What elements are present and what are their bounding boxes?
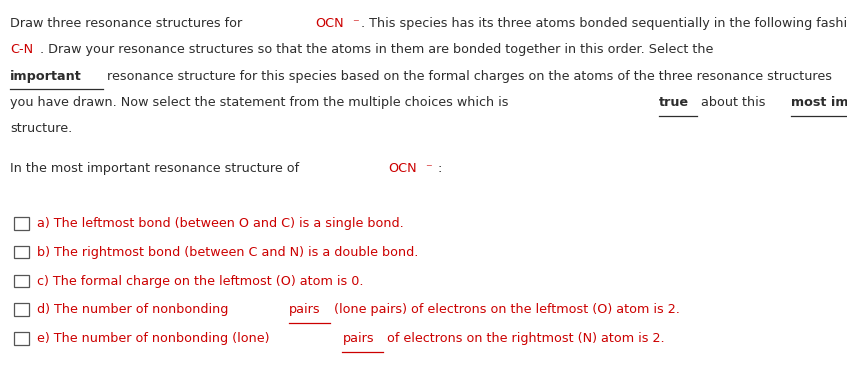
Text: about this: about this <box>697 96 770 109</box>
Text: :: : <box>434 162 442 175</box>
Text: structure.: structure. <box>10 122 72 135</box>
Bar <box>14 217 29 230</box>
Text: C-N: C-N <box>10 43 33 56</box>
Text: c) The formal charge on the leftmost (O) atom is 0.: c) The formal charge on the leftmost (O)… <box>37 275 363 288</box>
Bar <box>14 246 29 258</box>
Bar <box>14 303 29 316</box>
Text: . This species has its three atoms bonded sequentially in the following fashion:: . This species has its three atoms bonde… <box>361 17 847 30</box>
Bar <box>14 275 29 287</box>
Text: d) The number of nonbonding: d) The number of nonbonding <box>37 303 233 316</box>
Text: e) The number of nonbonding (lone): e) The number of nonbonding (lone) <box>37 332 274 345</box>
Text: b) The rightmost bond (between C and N) is a double bond.: b) The rightmost bond (between C and N) … <box>37 246 418 259</box>
Text: of electrons on the rightmost (N) atom is 2.: of electrons on the rightmost (N) atom i… <box>383 332 665 345</box>
Text: you have drawn. Now select the statement from the multiple choices which is: you have drawn. Now select the statement… <box>10 96 512 109</box>
Text: pairs: pairs <box>342 332 374 345</box>
Text: (lone pairs) of electrons on the leftmost (O) atom is 2.: (lone pairs) of electrons on the leftmos… <box>330 303 680 316</box>
Text: ⁻: ⁻ <box>425 162 432 175</box>
Text: . Draw your resonance structures so that the atoms in them are bonded together i: . Draw your resonance structures so that… <box>40 43 717 56</box>
Text: resonance structure for this species based on the formal charges on the atoms of: resonance structure for this species bas… <box>102 70 832 83</box>
Text: a) The leftmost bond (between O and C) is a single bond.: a) The leftmost bond (between O and C) i… <box>37 217 404 230</box>
Text: In the most important resonance structure of: In the most important resonance structur… <box>10 162 303 175</box>
Text: ⁻: ⁻ <box>352 17 358 30</box>
Text: OCN: OCN <box>315 17 344 30</box>
Text: important: important <box>10 70 82 83</box>
Text: true: true <box>659 96 689 109</box>
Text: most important: most important <box>791 96 847 109</box>
Bar <box>14 332 29 345</box>
Text: OCN: OCN <box>389 162 417 175</box>
Text: Draw three resonance structures for: Draw three resonance structures for <box>10 17 246 30</box>
Text: pairs: pairs <box>290 303 321 316</box>
